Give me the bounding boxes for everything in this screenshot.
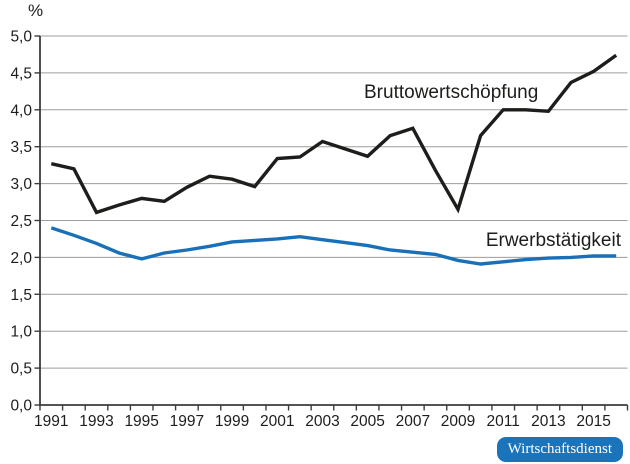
- y-tick-label: 3,5: [10, 139, 32, 156]
- y-tick-label: 3,0: [10, 176, 32, 193]
- x-tick-label: 2015: [576, 413, 610, 430]
- y-tick-label: 2,5: [10, 213, 32, 230]
- x-tick-label: 2007: [396, 413, 430, 430]
- y-axis-unit-label: %: [28, 1, 44, 20]
- x-tick-label: 1993: [79, 413, 113, 430]
- line-chart-canvas: 0,0 0,5 1,0 1,5 2,0 2,5 3,0 3,5 4,0 4,5 5,0 1991 199…: [10, 29, 629, 430]
- y-tick-label: 0,0: [10, 398, 32, 415]
- y-tick-label: 1,5: [10, 287, 32, 304]
- x-tick-label: 2009: [441, 413, 475, 430]
- series-label-bruttowertschoepfung: Bruttowertschöpfung: [364, 82, 539, 103]
- series-line-erwerbstaetigkeit: [50, 226, 617, 266]
- y-tick-label: 4,0: [10, 102, 32, 119]
- y-tick-label: 1,0: [10, 324, 32, 341]
- x-tick-label: 2013: [531, 413, 565, 430]
- y-tick-label: 5,0: [10, 29, 32, 46]
- series-line-bruttowertschoepfung: [50, 53, 618, 215]
- y-tick-label: 0,5: [10, 361, 32, 378]
- y-tick-label: 2,0: [10, 250, 32, 267]
- x-tick-label: 1999: [215, 413, 249, 430]
- x-tick-label: 2003: [305, 413, 339, 430]
- x-tick-label: 1995: [124, 413, 158, 430]
- y-tick-label: 4,5: [10, 65, 32, 82]
- series-label-erwerbstaetigkeit: Erwerbstätigkeit: [485, 230, 621, 251]
- x-tick-label: 1991: [34, 413, 68, 430]
- x-tick-label: 2001: [260, 413, 294, 430]
- x-tick-label: 1997: [170, 413, 204, 430]
- source-badge: Wirtschaftsdienst: [496, 437, 623, 462]
- x-tick-label: 2005: [350, 413, 384, 430]
- x-tick-label: 2011: [487, 413, 520, 430]
